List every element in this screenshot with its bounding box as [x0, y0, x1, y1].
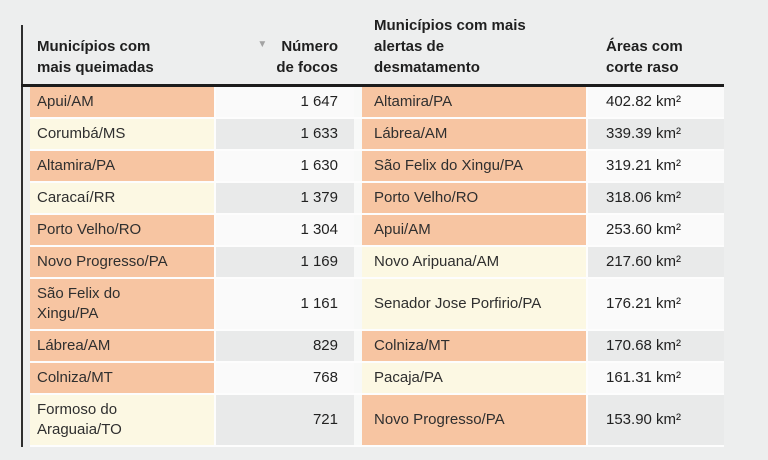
right-value-cell: 176.21 km²	[588, 279, 724, 331]
left-table-value-header[interactable]: ▼ Número de focos	[216, 10, 354, 84]
left-value-cell: 1 379	[216, 183, 354, 215]
left-municipality-cell: Lábrea/AM	[30, 331, 216, 363]
tables-gap-cell	[354, 279, 362, 331]
tables-gap-cell	[354, 183, 362, 215]
right-municipality-cell: Porto Velho/RO	[362, 183, 588, 215]
right-municipality-cell: Pacaja/PA	[362, 363, 588, 395]
tables-gap-cell	[354, 119, 362, 151]
right-value-cell: 217.60 km²	[588, 247, 724, 279]
left-value-cell: 1 630	[216, 151, 354, 183]
left-table-value-header-label: Número de focos	[276, 38, 338, 76]
tables-gap-cell	[354, 87, 362, 119]
right-municipality-cell: Senador Jose Porfirio/PA	[362, 279, 588, 331]
left-value-cell: 768	[216, 363, 354, 395]
right-municipality-cell: Altamira/PA	[362, 87, 588, 119]
header-rule	[21, 84, 724, 87]
left-municipality-cell: Apui/AM	[30, 87, 216, 119]
right-value-cell: 318.06 km²	[588, 183, 724, 215]
sort-desc-icon: ▼	[257, 39, 268, 50]
right-value-cell: 253.60 km²	[588, 215, 724, 247]
left-municipality-cell: Colniza/MT	[30, 363, 216, 395]
tables-gap-header	[354, 10, 362, 84]
sort-header-wrap: ▼ Número de focos	[257, 36, 338, 78]
left-municipality-cell: Corumbá/MS	[30, 119, 216, 151]
tables-gap-cell	[354, 151, 362, 183]
right-value-cell: 339.39 km²	[588, 119, 724, 151]
tables-gap-cell	[354, 363, 362, 395]
left-table-name-header[interactable]: Municípios com mais queimadas	[37, 38, 154, 76]
right-municipality-cell: Apui/AM	[362, 215, 588, 247]
left-municipality-cell: São Felix do Xingu/PA	[30, 279, 216, 331]
left-value-cell: 1 161	[216, 279, 354, 331]
left-municipality-cell: Novo Progresso/PA	[30, 247, 216, 279]
right-municipality-cell: Lábrea/AM	[362, 119, 588, 151]
right-municipality-cell: Colniza/MT	[362, 331, 588, 363]
left-value-cell: 1 647	[216, 87, 354, 119]
left-municipality-cell: Altamira/PA	[30, 151, 216, 183]
tables-gap-cell	[354, 247, 362, 279]
right-value-cell: 161.31 km²	[588, 363, 724, 395]
left-value-cell: 721	[216, 395, 354, 447]
right-table-name-header[interactable]: Municípios com mais alertas de desmatame…	[374, 17, 526, 76]
right-value-cell: 153.90 km²	[588, 395, 724, 447]
right-table-value-header[interactable]: Áreas com corte raso	[606, 38, 683, 76]
right-municipality-cell: Novo Aripuana/AM	[362, 247, 588, 279]
left-value-cell: 1 169	[216, 247, 354, 279]
right-value-cell: 170.68 km²	[588, 331, 724, 363]
tables-gap-cell	[354, 215, 362, 247]
right-value-cell: 402.82 km²	[588, 87, 724, 119]
left-value-cell: 1 633	[216, 119, 354, 151]
left-municipality-cell: Formoso do Araguaia/TO	[30, 395, 216, 447]
left-municipality-cell: Porto Velho/RO	[30, 215, 216, 247]
right-municipality-cell: Novo Progresso/PA	[362, 395, 588, 447]
right-value-cell: 319.21 km²	[588, 151, 724, 183]
tables-gap-cell	[354, 331, 362, 363]
tables-gap-cell	[354, 395, 362, 447]
tables-grid: Municípios com mais queimadas ▼ Número d…	[21, 10, 724, 447]
left-municipality-cell: Caracaí/RR	[30, 183, 216, 215]
table-left-rule	[21, 25, 23, 447]
left-value-cell: 1 304	[216, 215, 354, 247]
left-value-cell: 829	[216, 331, 354, 363]
right-municipality-cell: São Felix do Xingu/PA	[362, 151, 588, 183]
